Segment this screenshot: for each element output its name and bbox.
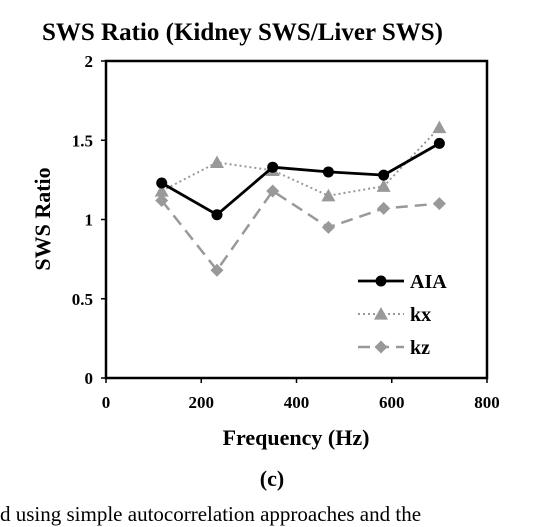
y-tick-label: 1.5 bbox=[72, 131, 93, 150]
data-point-AIA bbox=[156, 177, 168, 189]
y-tick-label: 0 bbox=[85, 369, 94, 388]
x-tick-label: 600 bbox=[379, 393, 405, 412]
legend-label-AIA: AIA bbox=[410, 271, 447, 293]
x-tick-label: 800 bbox=[474, 393, 500, 412]
x-tick-label: 200 bbox=[189, 393, 215, 412]
series-line-AIA bbox=[161, 142, 441, 217]
series-line-kz bbox=[160, 189, 440, 272]
figure-caption: (c) bbox=[260, 466, 284, 491]
x-axis-label: Frequency (Hz) bbox=[223, 425, 370, 450]
data-point-kz bbox=[210, 263, 224, 277]
series-line-kx bbox=[161, 126, 441, 197]
y-axis-label: SWS Ratio bbox=[30, 167, 55, 270]
data-point-AIA bbox=[322, 166, 334, 178]
data-point-AIA bbox=[267, 161, 279, 173]
body-text-fragment: d using simple autocorrelation approache… bbox=[0, 502, 422, 526]
x-tick-label: 400 bbox=[284, 393, 310, 412]
data-point-AIA bbox=[211, 209, 223, 221]
data-point-kz bbox=[321, 220, 335, 234]
data-point-AIA bbox=[433, 137, 445, 149]
data-point-kz bbox=[432, 197, 446, 211]
legend-marker-kz bbox=[374, 340, 388, 354]
data-point-kx bbox=[209, 155, 224, 169]
data-point-AIA bbox=[378, 169, 390, 181]
chart-title: SWS Ratio (Kidney SWS/Liver SWS) bbox=[42, 19, 443, 46]
data-point-kz bbox=[155, 193, 169, 207]
data-point-kx bbox=[432, 120, 447, 134]
legend-marker-kx bbox=[374, 307, 388, 320]
y-tick-label: 0.5 bbox=[72, 290, 93, 309]
data-point-kx bbox=[321, 188, 336, 202]
legend-label-kx: kx bbox=[410, 304, 431, 326]
x-tick-label: 0 bbox=[102, 393, 111, 412]
data-point-kz bbox=[377, 201, 391, 215]
legend-marker-AIA bbox=[375, 275, 387, 287]
data-point-kx bbox=[154, 183, 169, 197]
y-tick-label: 1 bbox=[85, 211, 94, 230]
data-point-kx bbox=[376, 179, 391, 192]
plot-area bbox=[104, 59, 489, 380]
legend-label-kz: kz bbox=[410, 337, 430, 359]
y-tick-label: 2 bbox=[85, 52, 94, 71]
data-point-kz bbox=[266, 184, 280, 198]
